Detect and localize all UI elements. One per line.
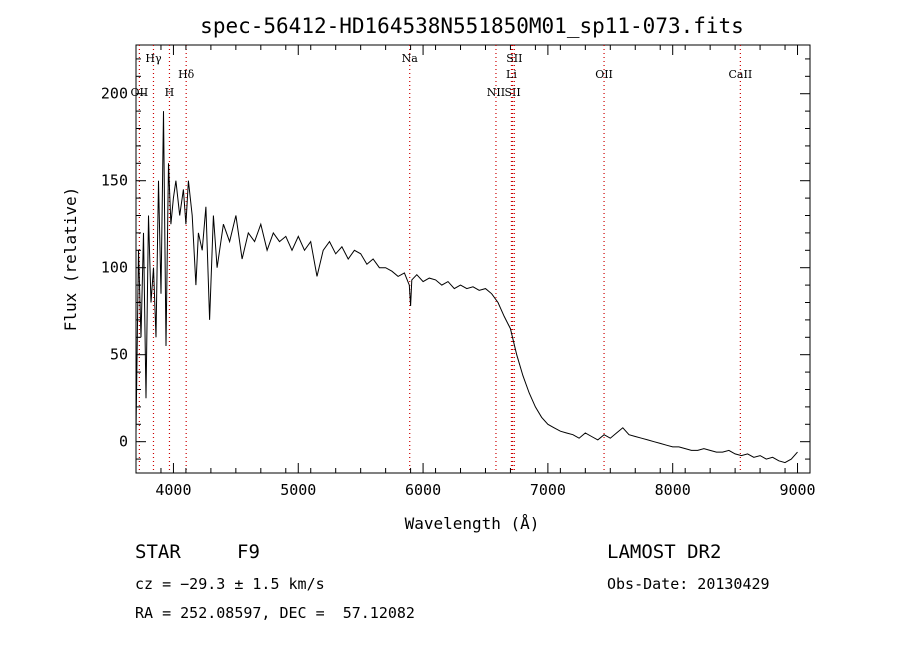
axis-ticks: 4000 5000 6000 7000 8000 9000 0 50 100 150 200: [101, 45, 816, 499]
redshift-velocity: cz = −29.3 ± 1.5 km/s: [135, 575, 325, 593]
spectral-line-label: OII: [131, 86, 149, 99]
object-class: STAR: [135, 541, 181, 563]
plot-frame: [135, 44, 811, 474]
x-tick-label: 5000: [280, 481, 316, 499]
spectral-line-label: CaII: [729, 68, 753, 81]
spectrum-line: [135, 111, 798, 464]
ra-dec-coordinates: RA = 252.08597, DEC = 57.12082: [135, 604, 415, 622]
object-subclass: F9: [237, 541, 260, 563]
y-tick-label: 150: [101, 172, 128, 190]
x-tick-label: 6000: [405, 481, 441, 499]
spectral-line-label: Hγ: [145, 52, 162, 65]
spectral-line-label: Hδ: [178, 68, 195, 81]
y-tick-label: 100: [101, 259, 128, 277]
y-tick-label: 0: [119, 433, 128, 451]
spectral-line-label: NII: [487, 86, 505, 99]
spectral-line-label: SII: [504, 86, 520, 99]
observation-date: Obs-Date: 20130429: [607, 575, 770, 593]
chart-title: spec-56412-HD164538N551850M01_sp11-073.f…: [200, 14, 744, 38]
x-tick-label: 4000: [155, 481, 191, 499]
spectral-line-label: Li: [506, 68, 517, 81]
spectral-line-label: Na: [402, 52, 419, 65]
x-axis-label: Wavelength (Å): [405, 514, 540, 533]
spectral-line-label: OII: [595, 68, 613, 81]
survey-name: LAMOST DR2: [607, 541, 722, 563]
y-axis-label: Flux (relative): [61, 187, 80, 332]
spectral-line-label: SII: [506, 52, 522, 65]
x-tick-label: 8000: [655, 481, 691, 499]
x-tick-label: 9000: [779, 481, 815, 499]
y-tick-label: 200: [101, 85, 128, 103]
y-tick-label: 50: [110, 346, 128, 364]
spectrum-series: [135, 111, 798, 464]
spectral-line-label: H: [165, 86, 175, 99]
x-tick-label: 7000: [530, 481, 566, 499]
